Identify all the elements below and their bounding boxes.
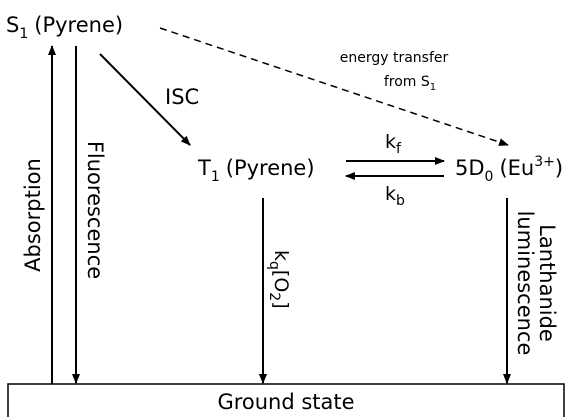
text-part: q bbox=[266, 261, 282, 270]
text-part: b bbox=[396, 193, 405, 209]
t1-label: T1 (Pyrene) bbox=[197, 156, 315, 185]
text-part: 5D bbox=[455, 156, 485, 180]
text-part: 1 bbox=[430, 82, 436, 93]
text-part: [O bbox=[270, 270, 292, 292]
kb-label: kb bbox=[385, 183, 405, 209]
isc-label: ISC bbox=[165, 85, 199, 109]
energy-transfer-line2: from S1 bbox=[384, 74, 436, 93]
kf-label: kf bbox=[385, 131, 402, 157]
eu-label: 5D0 (Eu3+) bbox=[455, 154, 563, 185]
text-part: 2 bbox=[266, 292, 282, 301]
isc-arrow bbox=[99, 53, 191, 146]
fluorescence-label: Fluorescence bbox=[83, 141, 107, 279]
energy-transfer-arrow bbox=[159, 27, 509, 146]
text-part: k bbox=[385, 131, 396, 153]
ground-box bbox=[7, 383, 565, 417]
text-part: (Eu bbox=[499, 156, 534, 180]
absorption-label: Absorption bbox=[21, 158, 45, 272]
text-part: k bbox=[270, 250, 292, 261]
lanthanide-line2: luminescence bbox=[513, 211, 537, 356]
text-part: 1 bbox=[19, 26, 28, 42]
text-part: k bbox=[385, 183, 396, 205]
ground-label: Ground state bbox=[217, 390, 354, 414]
text-part: f bbox=[396, 141, 402, 157]
text-part: ] bbox=[270, 301, 292, 308]
text-part: S bbox=[6, 13, 19, 37]
text-part: (Pyrene) bbox=[226, 156, 315, 180]
text-part: 0 bbox=[485, 169, 494, 185]
text-part: (Pyrene) bbox=[34, 13, 123, 37]
text-part: T bbox=[197, 156, 211, 180]
lanthanide-line1: Lanthanide bbox=[535, 224, 559, 342]
text-part: 1 bbox=[211, 169, 220, 185]
quench-label: kq[O2] bbox=[266, 250, 292, 309]
text-part: ) bbox=[555, 156, 563, 180]
energy-transfer-line1: energy transfer bbox=[340, 50, 449, 66]
s1-label: S1 (Pyrene) bbox=[6, 13, 123, 42]
text-part: from S bbox=[384, 74, 430, 90]
text-part: 3+ bbox=[534, 154, 555, 170]
